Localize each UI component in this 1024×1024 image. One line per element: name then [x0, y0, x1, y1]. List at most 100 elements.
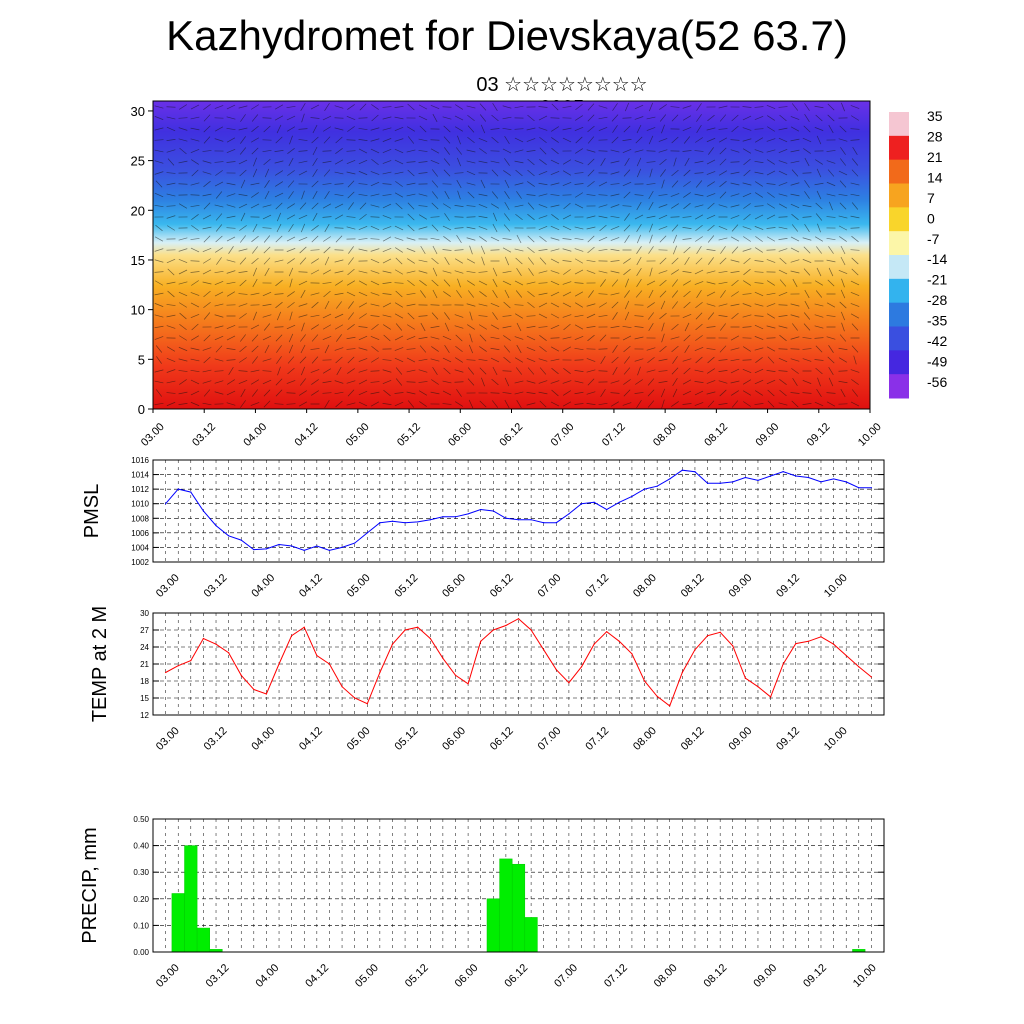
panel-2-data-point — [870, 676, 872, 678]
wind-barb — [550, 280, 560, 286]
wind-barb — [492, 366, 498, 376]
wind-barb — [469, 333, 473, 343]
wind-barb — [155, 345, 163, 353]
wind-barb — [538, 282, 548, 284]
wind-barb — [322, 368, 332, 374]
wind-barb — [790, 314, 800, 318]
wind-barb — [467, 125, 475, 133]
wind-barb — [634, 358, 644, 362]
wind-barb — [431, 191, 439, 199]
wind-barb — [287, 203, 295, 209]
wind-barb — [358, 379, 368, 385]
wind-barb — [358, 170, 368, 176]
wind-barb — [311, 324, 319, 330]
wind-barb — [622, 402, 632, 406]
wind-barb — [562, 260, 572, 262]
panel-2-data-point — [215, 643, 217, 645]
wind-barb — [611, 136, 619, 144]
panel-2-xtick-label: 04.00 — [249, 725, 277, 753]
wind-barb — [766, 214, 776, 220]
wind-barb — [672, 356, 678, 364]
wind-barb — [154, 259, 164, 263]
wind-barb — [226, 182, 236, 186]
wind-barb — [600, 157, 606, 167]
wind-barb — [370, 381, 380, 383]
panel-1-data-point — [190, 491, 192, 493]
wind-barb — [550, 380, 560, 384]
wind-barb — [706, 127, 716, 131]
wind-barb — [454, 369, 464, 373]
wind-barb — [754, 291, 764, 297]
wind-barb — [538, 193, 548, 197]
wind-barb — [406, 369, 416, 373]
wind-barb — [694, 347, 704, 351]
wind-barb — [382, 171, 392, 175]
wind-barb — [238, 293, 248, 295]
wind-barb — [358, 401, 368, 407]
wind-barb — [587, 169, 595, 177]
wind-barb — [661, 124, 665, 134]
wind-barb — [322, 183, 332, 185]
panel-2-data-point — [769, 696, 772, 698]
panel-3-ytick-label: 0.20 — [133, 895, 149, 904]
wind-barb — [226, 259, 236, 263]
wind-barb — [395, 202, 403, 210]
wind-barb — [682, 227, 692, 229]
colorbar-label: -56 — [927, 374, 947, 390]
wind-barb — [190, 313, 200, 319]
wind-barb — [802, 216, 812, 218]
wind-barb — [624, 300, 630, 310]
wind-barb — [683, 136, 691, 144]
panel-3-xtick-label: 03.00 — [154, 962, 182, 990]
wind-barb — [466, 237, 476, 241]
wind-barb — [251, 125, 259, 133]
wind-barb — [708, 257, 714, 265]
wind-barb — [382, 127, 392, 131]
wind-barb — [538, 326, 548, 328]
wind-barb — [816, 190, 822, 200]
wind-barb — [671, 269, 679, 275]
wind-barb — [624, 102, 630, 112]
wind-barb — [311, 379, 319, 385]
wind-barb — [466, 149, 476, 153]
panel-2-data-point — [643, 680, 646, 682]
wind-barb — [394, 282, 404, 284]
wind-barb — [481, 256, 485, 266]
wind-barb — [610, 226, 620, 230]
wind-barb — [492, 212, 498, 222]
wind-barb — [526, 347, 536, 351]
wind-barb — [191, 159, 199, 165]
wind-barb — [634, 104, 644, 110]
wind-barb — [406, 381, 416, 383]
wind-barb — [574, 302, 584, 308]
wind-barb — [479, 236, 487, 242]
wind-barb — [502, 127, 512, 131]
wind-barb — [178, 302, 188, 308]
wind-barb — [634, 214, 644, 220]
wind-barb — [358, 358, 368, 362]
panel-2-xtick-label: 03.00 — [154, 725, 182, 753]
wind-barb — [407, 213, 415, 221]
wind-barb — [166, 205, 176, 207]
wind-barb — [334, 347, 344, 351]
panel-1-data-point — [795, 475, 797, 477]
wind-barb — [646, 280, 656, 286]
wind-barb — [276, 212, 282, 222]
wind-barb — [382, 138, 392, 142]
wind-barb — [454, 249, 464, 251]
panel-2-data-point — [391, 643, 394, 645]
panel-1-data-point — [744, 476, 746, 479]
wind-barb — [840, 256, 846, 266]
wind-barb — [395, 290, 403, 298]
wind-barb — [502, 315, 512, 317]
wind-barb — [478, 215, 488, 219]
colorbar-label: 28 — [927, 128, 943, 144]
wind-barb — [226, 390, 236, 396]
wind-barb — [527, 290, 535, 298]
panel-1-xtick-label: 07.12 — [583, 572, 611, 600]
wind-barb — [730, 204, 740, 208]
wind-barb — [215, 224, 223, 232]
wind-barb — [695, 137, 703, 143]
wind-barb — [802, 403, 812, 405]
wind-barb — [467, 191, 475, 199]
